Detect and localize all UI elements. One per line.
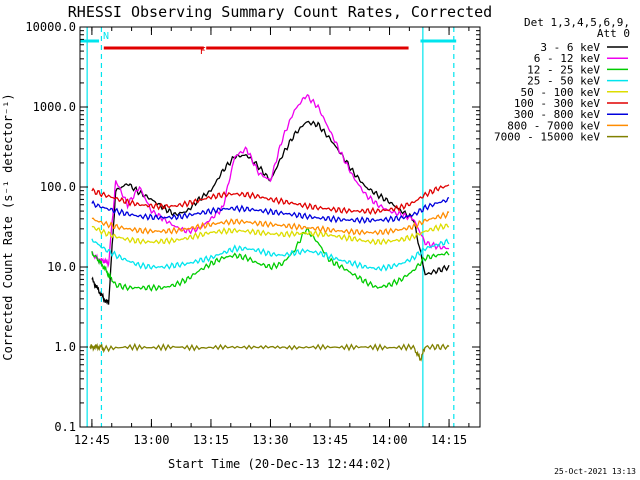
series-line — [91, 222, 450, 246]
series-line — [91, 120, 450, 305]
y-tick-label: 100.0 — [40, 180, 76, 194]
series-line — [91, 93, 450, 269]
y-tick-label: 1000.0 — [33, 100, 76, 114]
y-tick-label: 0.1 — [54, 420, 76, 434]
legend-entry-label: 25 - 50 keV — [527, 75, 600, 88]
plot-frame — [79, 26, 481, 428]
legend-entry-label: 100 - 300 keV — [514, 97, 600, 110]
series-line — [91, 227, 450, 292]
x-tick-label: 13:45 — [312, 433, 348, 447]
legend-entry-label: 7000 - 15000 keV — [494, 131, 600, 144]
x-axis-label: Start Time (20-Dec-13 12:44:02) — [168, 457, 392, 471]
series-line — [91, 238, 450, 272]
legend-header-line-1: Det 1,3,4,5,6,9, — [524, 16, 630, 29]
x-tick-label: 13:15 — [193, 433, 229, 447]
x-tick-label: 13:30 — [252, 433, 288, 447]
series-layer — [89, 93, 450, 362]
legend-header-line-2: Att 0 — [597, 27, 630, 40]
x-axis: 12:45 13:00 13:15 13:30 13:45 14:00 14:15 — [74, 27, 470, 447]
x-tick-label: 14:15 — [431, 433, 467, 447]
timestamp: 25-Oct-2021 13:13 — [554, 467, 636, 476]
x-tick-label: 14:00 — [371, 433, 407, 447]
y-tick-label: 10.0 — [47, 260, 76, 274]
y-tick-label: 10000.0 — [25, 20, 76, 34]
series-line — [91, 196, 450, 225]
legend-entry-label: 300 - 800 keV — [514, 108, 600, 121]
legend-entry-label: 3 - 6 keV — [540, 41, 600, 54]
y-axis-label: Corrected Count Rate (s⁻¹ detector⁻¹) — [1, 93, 15, 360]
flag-label-N: N — [103, 31, 109, 42]
y-tick-label: 1.0 — [54, 340, 76, 354]
y-axis: 0.1 1.0 10.0 100.0 1000.0 10000.0 — [25, 20, 480, 434]
series-line — [91, 184, 450, 215]
chart-title: RHESSI Observing Summary Count Rates, Co… — [68, 3, 492, 21]
x-tick-label: 12:45 — [74, 433, 110, 447]
legend-entry-label: 800 - 7000 keV — [507, 119, 600, 132]
legend-entry-label: 12 - 25 keV — [527, 63, 600, 76]
series-line — [89, 342, 450, 362]
flag-label-F: F — [200, 46, 206, 57]
series-line — [91, 211, 450, 236]
night-boundaries — [86, 27, 455, 427]
flag-bars: NF — [80, 31, 457, 57]
x-tick-label: 13:00 — [133, 433, 169, 447]
legend-entry-label: 6 - 12 keV — [534, 52, 601, 65]
legend-entry-label: 50 - 100 keV — [521, 86, 601, 99]
